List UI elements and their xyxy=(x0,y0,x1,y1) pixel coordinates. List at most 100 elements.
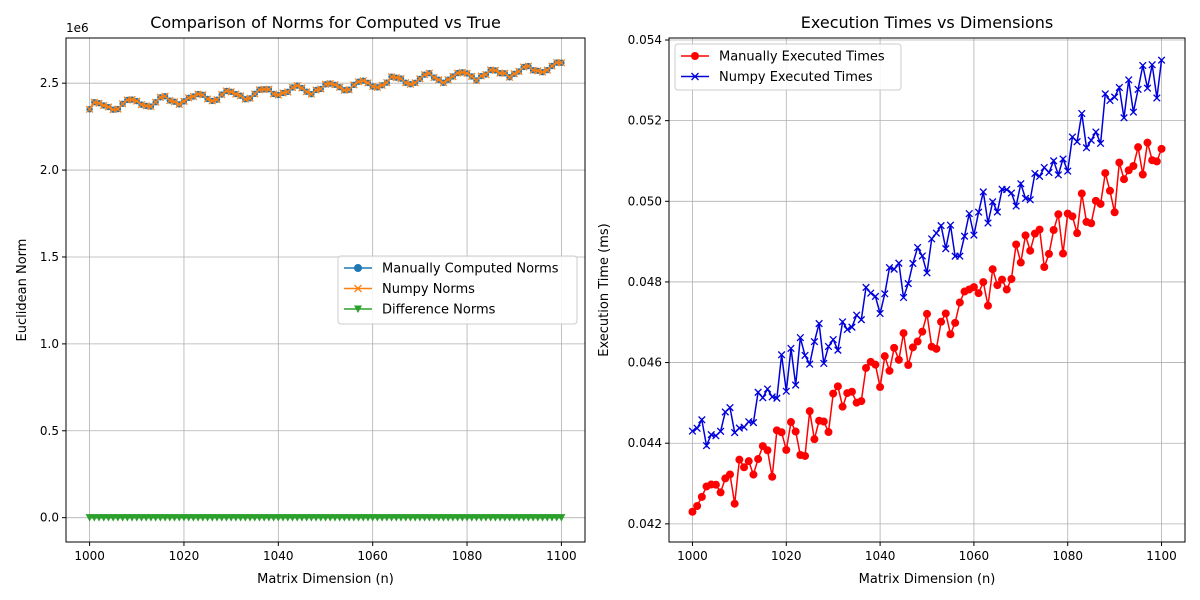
data-point xyxy=(932,229,941,237)
data-point xyxy=(137,100,146,109)
data-point xyxy=(786,418,795,427)
data-point xyxy=(335,83,344,91)
data-point xyxy=(820,359,828,368)
data-point xyxy=(810,337,819,346)
data-point xyxy=(815,319,823,328)
data-point xyxy=(726,403,734,412)
data-point xyxy=(698,416,706,424)
data-point xyxy=(829,389,838,398)
data-point xyxy=(773,394,781,402)
data-point xyxy=(95,99,103,107)
data-point xyxy=(918,252,927,260)
data-point xyxy=(510,70,518,78)
x-tick-label: 1080 xyxy=(452,549,483,563)
data-point xyxy=(711,480,720,489)
data-point xyxy=(331,81,339,89)
data-point xyxy=(904,361,913,370)
data-point xyxy=(838,318,847,326)
data-point xyxy=(1073,229,1082,238)
data-point xyxy=(1139,61,1147,70)
x-axis-label: Matrix Dimension (n) xyxy=(257,572,394,587)
data-point xyxy=(909,259,917,268)
x-tick-label: 1080 xyxy=(1052,549,1083,563)
data-point xyxy=(1068,212,1077,221)
data-point xyxy=(974,208,983,216)
data-point xyxy=(1110,93,1119,101)
data-point xyxy=(1096,139,1105,148)
data-point xyxy=(946,221,955,229)
data-point xyxy=(744,457,753,466)
data-point xyxy=(477,72,485,80)
data-point xyxy=(749,470,758,479)
legend-label: Manually Executed Times xyxy=(719,50,885,65)
data-point xyxy=(805,360,814,368)
data-point xyxy=(1134,143,1143,152)
data-point xyxy=(988,198,997,206)
y-tick-label: 0.046 xyxy=(628,356,662,370)
data-point xyxy=(918,327,927,336)
data-point xyxy=(993,208,1002,216)
data-point xyxy=(693,424,701,433)
chart-title: Execution Times vs Dimensions xyxy=(801,13,1053,32)
y-tick-label: 0.050 xyxy=(628,194,662,208)
data-point xyxy=(85,105,94,114)
y-tick-label: 2.5 xyxy=(40,76,59,90)
data-point xyxy=(913,337,922,346)
data-point xyxy=(993,281,1002,290)
data-point xyxy=(895,259,903,267)
data-point xyxy=(170,97,179,106)
x-tick-label: 1040 xyxy=(865,549,896,563)
data-point xyxy=(923,309,931,318)
data-point xyxy=(810,435,819,444)
data-point xyxy=(1002,185,1011,194)
data-point xyxy=(236,91,245,100)
data-point xyxy=(876,383,885,392)
data-point xyxy=(862,363,871,372)
data-point xyxy=(983,301,992,310)
x-tick-label: 1100 xyxy=(546,549,577,563)
data-point xyxy=(984,219,992,227)
data-point xyxy=(401,78,410,87)
data-point xyxy=(937,317,946,326)
data-point xyxy=(1129,162,1138,171)
data-point xyxy=(908,343,917,352)
data-point xyxy=(754,455,763,464)
y-offset-label: 1e6 xyxy=(66,21,89,35)
legend-label: Numpy Norms xyxy=(382,282,475,297)
data-point xyxy=(969,283,978,292)
data-point xyxy=(1120,175,1129,184)
data-point xyxy=(801,351,809,360)
data-point xyxy=(184,94,193,102)
data-point xyxy=(350,81,358,89)
data-point xyxy=(491,66,500,75)
y-axis-label: Execution Time (ms) xyxy=(597,223,612,356)
data-point xyxy=(1016,258,1025,267)
data-point xyxy=(1157,56,1166,64)
data-point xyxy=(1049,157,1058,165)
data-point xyxy=(979,188,988,196)
data-point xyxy=(1087,219,1096,228)
data-point xyxy=(1134,85,1142,94)
data-point xyxy=(1012,202,1020,210)
data-point xyxy=(1115,83,1124,92)
data-point xyxy=(1096,199,1105,208)
legend-label: Manually Computed Norms xyxy=(382,262,559,277)
data-point xyxy=(1059,249,1068,258)
data-point xyxy=(538,68,547,76)
data-point xyxy=(406,80,415,88)
data-point xyxy=(881,290,889,298)
data-point xyxy=(1138,170,1147,179)
data-point xyxy=(1054,210,1063,219)
data-point xyxy=(1059,155,1067,163)
data-point xyxy=(364,79,372,87)
data-point xyxy=(180,97,188,106)
legend-marker xyxy=(691,52,699,60)
data-point xyxy=(998,275,1007,284)
data-point xyxy=(847,387,856,396)
data-point xyxy=(970,231,978,239)
series-line xyxy=(692,60,1163,449)
data-point xyxy=(791,427,800,436)
data-point xyxy=(829,335,837,344)
plot-area xyxy=(668,37,1186,543)
